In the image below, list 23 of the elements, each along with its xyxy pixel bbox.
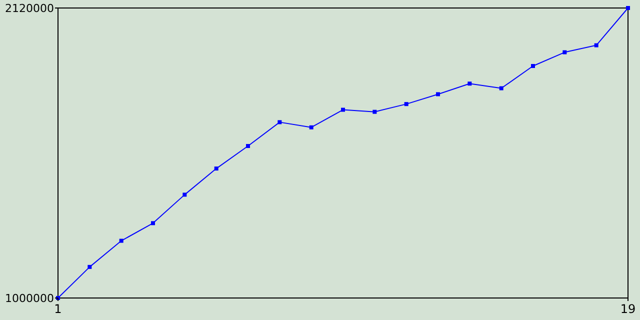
point [436, 92, 440, 96]
point [214, 166, 218, 171]
line-series [56, 6, 630, 300]
point [151, 221, 155, 226]
y-tick-label: 1000000 [5, 292, 54, 305]
point [119, 238, 124, 243]
y-tick-label: 2120000 [5, 2, 54, 15]
x-tick-label: 19 [620, 302, 636, 316]
point [246, 144, 250, 148]
point [88, 264, 92, 269]
point [278, 120, 282, 124]
point [341, 108, 345, 112]
point [404, 102, 408, 106]
point [468, 82, 472, 86]
point [626, 6, 630, 10]
x-tick-label: 1 [54, 302, 62, 316]
point [309, 125, 314, 130]
point [531, 64, 535, 68]
point [182, 192, 187, 197]
point [499, 86, 504, 90]
point [594, 43, 598, 48]
point [562, 50, 567, 54]
point [372, 110, 377, 114]
